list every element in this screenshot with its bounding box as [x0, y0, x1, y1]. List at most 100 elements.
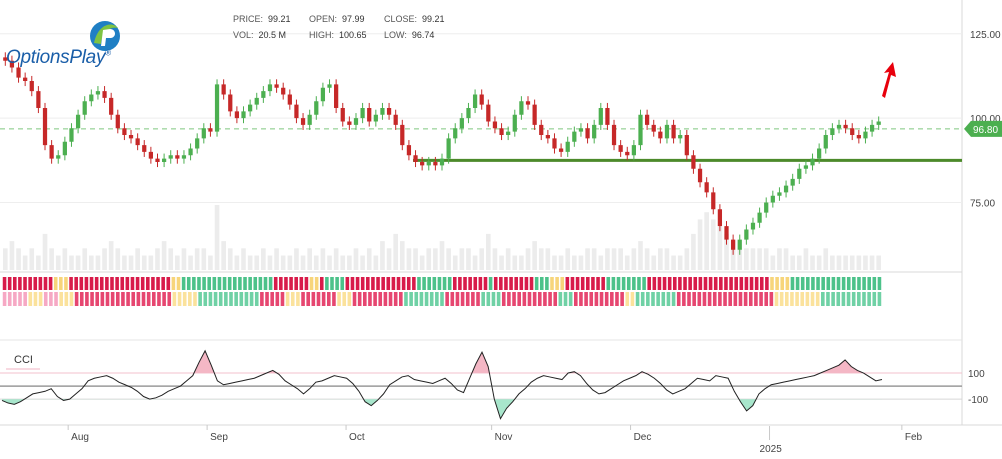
- volume-bar: [188, 255, 193, 270]
- volume-bar: [155, 248, 160, 270]
- brand-registered-mark: ®: [105, 48, 111, 58]
- signal-bar: [537, 292, 542, 306]
- signal-bar: [759, 277, 764, 290]
- volume-bar: [393, 233, 398, 270]
- candle-body: [737, 239, 742, 250]
- volume-bar: [49, 248, 54, 270]
- signal-bar: [248, 277, 252, 290]
- signal-bar: [131, 292, 136, 306]
- x-tick-label: Aug: [71, 432, 89, 443]
- signal-bar: [23, 277, 27, 290]
- signal-bar: [186, 277, 191, 290]
- signal-bar: [43, 292, 48, 306]
- candle-body: [314, 101, 319, 115]
- volume-bar: [280, 255, 286, 270]
- signal-bar: [161, 277, 165, 290]
- candle-body: [274, 84, 279, 88]
- signal-bar: [373, 292, 377, 306]
- volume-bar: [214, 205, 220, 270]
- candle-body: [400, 124, 405, 146]
- signal-bar: [2, 277, 7, 290]
- candle-body: [367, 108, 372, 122]
- volume-bar: [426, 248, 432, 270]
- candle-body: [539, 124, 544, 135]
- signal-bar: [48, 277, 53, 290]
- signal-bar: [212, 277, 217, 290]
- candle-body: [3, 57, 8, 61]
- signal-bar: [309, 277, 314, 290]
- volume-bar: [585, 248, 590, 270]
- signal-bar: [473, 277, 478, 290]
- volume-bar: [175, 255, 180, 270]
- signal-bar: [795, 292, 799, 306]
- signal-bar: [565, 277, 570, 290]
- signal-bar: [412, 277, 416, 290]
- signal-bar: [182, 292, 187, 306]
- signal-bar: [589, 292, 594, 306]
- last-price-tag: [964, 120, 1002, 137]
- volume-bar: [658, 248, 663, 270]
- signal-bar: [512, 292, 516, 306]
- volume-bar: [62, 248, 68, 270]
- price-value: 99.21: [268, 14, 291, 24]
- candle-body: [644, 114, 650, 125]
- candle-body: [651, 124, 656, 132]
- signal-bar: [453, 277, 457, 290]
- signal-bar: [574, 292, 578, 306]
- signal-bar: [591, 277, 595, 290]
- candle-body: [393, 114, 398, 125]
- volume-bar: [201, 248, 207, 270]
- candle-body: [572, 131, 577, 142]
- signal-bar: [688, 277, 692, 290]
- signal-bar: [125, 277, 130, 290]
- signal-bar: [764, 292, 769, 306]
- signal-bar: [371, 277, 375, 290]
- signal-bar: [419, 292, 424, 306]
- candle-body: [486, 104, 491, 122]
- candle-body: [823, 135, 828, 149]
- signal-bar: [580, 277, 585, 290]
- signal-bar: [213, 292, 218, 306]
- signal-bar: [867, 292, 871, 306]
- signal-bar: [355, 277, 360, 290]
- signal-bar: [806, 277, 810, 290]
- signal-bar: [166, 277, 171, 290]
- signal-bar: [273, 277, 278, 290]
- candle-body: [29, 81, 34, 92]
- signal-bar: [222, 277, 227, 290]
- signal-bar: [656, 292, 660, 306]
- optionsplay-logo: [6, 8, 126, 72]
- candle-body: [241, 111, 246, 119]
- signal-bar: [28, 292, 33, 306]
- volume-bar: [611, 248, 617, 270]
- signal-bar: [141, 292, 146, 306]
- volume-bar: [102, 248, 107, 270]
- volume-bar: [558, 255, 564, 270]
- signal-bar: [579, 292, 583, 306]
- volume-bar: [770, 255, 776, 270]
- signal-bar: [852, 277, 856, 290]
- signal-bar: [260, 292, 264, 306]
- candle-body: [115, 114, 120, 129]
- candle-body: [307, 114, 312, 125]
- signal-bar: [301, 292, 305, 306]
- candle-body: [142, 145, 147, 152]
- signal-bar: [406, 277, 411, 290]
- signal-bar: [192, 277, 196, 290]
- volume-bar: [565, 248, 571, 270]
- signal-bar: [507, 292, 511, 306]
- signal-bar: [563, 292, 568, 306]
- signal-bar: [381, 277, 385, 290]
- signal-bar: [630, 292, 635, 306]
- vol-value: 20.5 M: [258, 30, 287, 40]
- low-label: LOW:: [384, 30, 407, 40]
- signal-bar: [435, 292, 439, 306]
- signal-bar: [53, 277, 58, 290]
- signal-bar: [249, 292, 254, 306]
- candle-body: [585, 128, 590, 139]
- candle-body: [16, 67, 21, 78]
- volume-bar: [433, 248, 438, 270]
- candle-body: [876, 121, 881, 125]
- volume-bar: [757, 248, 762, 270]
- signal-bar: [539, 277, 544, 290]
